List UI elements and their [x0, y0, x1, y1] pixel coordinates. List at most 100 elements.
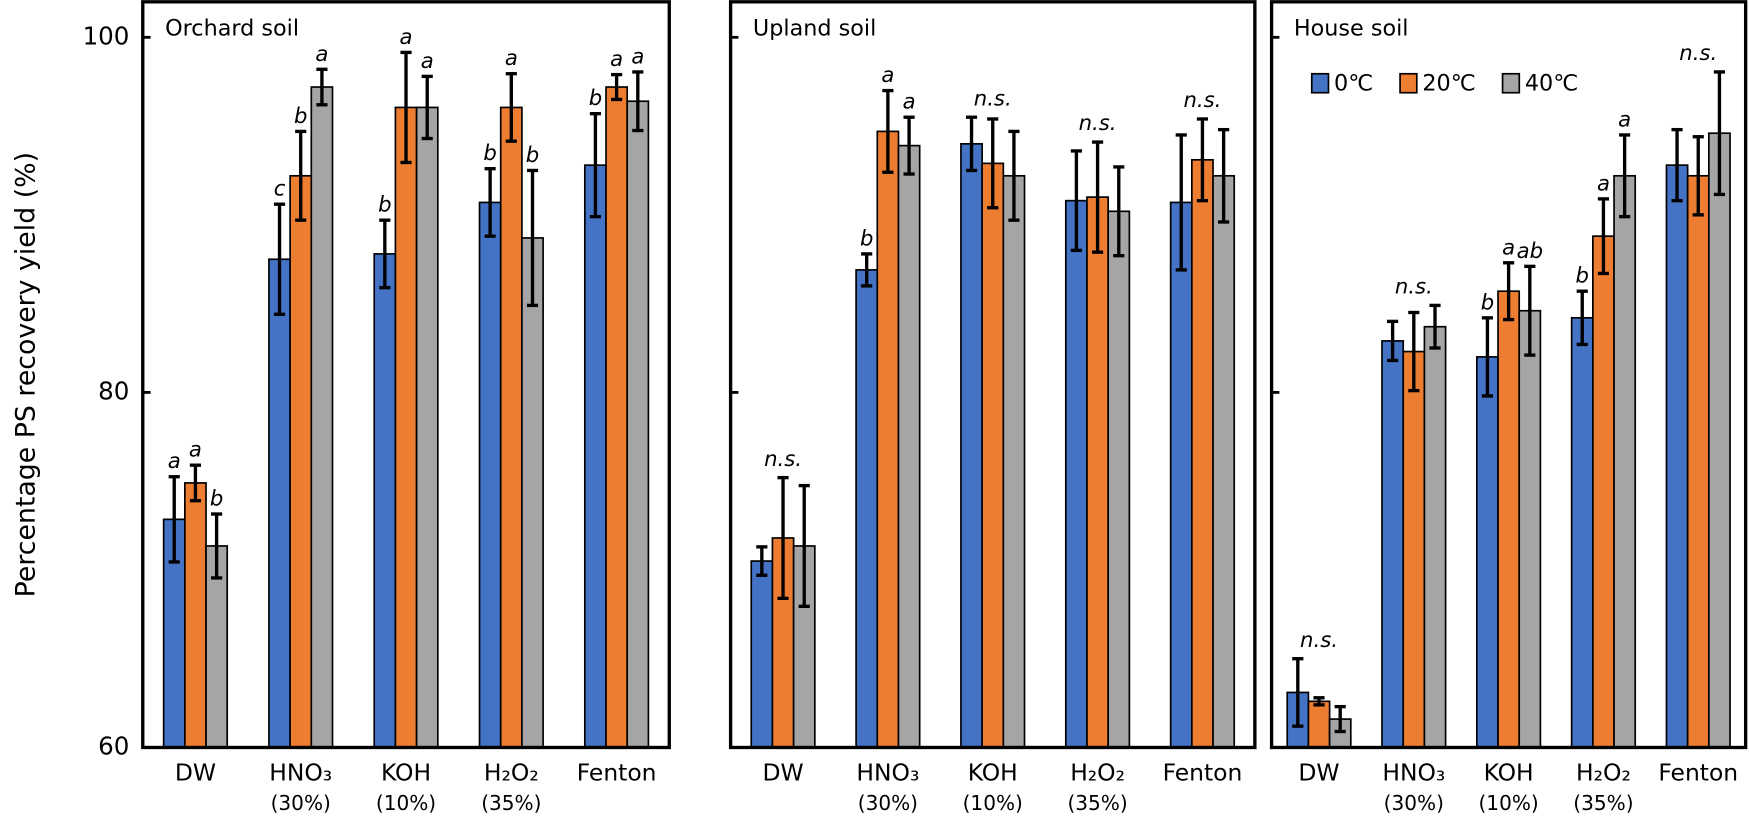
significance-letter: b: [1576, 263, 1589, 288]
y-tick-label: 80: [98, 376, 129, 405]
significance-label: n.s.: [1395, 274, 1433, 299]
error-bar: [1503, 261, 1515, 322]
error-bar: [903, 115, 915, 176]
error-bar: [295, 129, 307, 222]
panel-title: Upland soil: [753, 16, 876, 42]
significance-label: n.s.: [1679, 40, 1717, 65]
bar: [268, 258, 291, 749]
significance-letter: b: [1481, 289, 1494, 314]
x-tick-label: KOH: [968, 759, 1018, 787]
x-tick-note: (30%): [858, 791, 918, 815]
bar: [1402, 350, 1426, 749]
y-tick-label: 100: [83, 21, 130, 50]
error-bar: [861, 252, 873, 288]
bar: [1086, 196, 1110, 749]
bar: [1708, 132, 1731, 749]
error-bar: [1524, 264, 1536, 357]
bar: [1613, 174, 1637, 749]
bar: [183, 482, 207, 749]
error-bar: [400, 50, 412, 165]
error-bar: [1429, 303, 1441, 350]
significance-letter: a: [1618, 106, 1631, 131]
significance-letter: a: [315, 41, 328, 66]
bar: [981, 162, 1005, 749]
bar: [1307, 700, 1331, 749]
legend-swatch: [1310, 72, 1330, 94]
panel-title: House soil: [1294, 16, 1409, 42]
significance-label: n.s.: [1183, 87, 1221, 112]
significance-letter: b: [589, 85, 602, 110]
bar: [1191, 158, 1214, 749]
bar: [1497, 290, 1521, 749]
x-tick-label: DW: [1298, 759, 1339, 787]
error-bar: [1313, 696, 1325, 707]
plot-frame: [1269, 0, 1748, 750]
significance-letter: a: [1597, 170, 1610, 195]
plot-frame: [141, 0, 671, 750]
error-bar: [505, 72, 517, 143]
bar: [583, 164, 607, 749]
legend-swatch: [1399, 72, 1418, 94]
error-bar: [589, 111, 601, 219]
error-bar: [1713, 70, 1726, 197]
x-tick-label: HNO₃: [269, 759, 332, 787]
significance-letter: a: [505, 45, 518, 70]
bar: [373, 253, 397, 749]
bar: [499, 106, 523, 749]
significance-letter: a: [189, 437, 202, 462]
error-bar: [1008, 129, 1020, 222]
error-bar: [777, 475, 789, 601]
significance-label: n.s.: [764, 446, 802, 471]
error-bar: [1092, 140, 1104, 254]
x-tick-note: (10%): [376, 791, 436, 815]
bar: [1518, 309, 1542, 749]
x-tick-note: (10%): [963, 791, 1023, 815]
significance-letter: b: [526, 142, 539, 167]
significance-letter: b: [210, 486, 223, 511]
error-bar: [1175, 133, 1187, 272]
x-tick-label: Fenton: [577, 759, 657, 787]
significance-letter: c: [274, 176, 286, 201]
bar: [855, 269, 879, 749]
error-bar: [1408, 310, 1420, 393]
bar: [897, 144, 921, 749]
error-bar: [632, 70, 644, 133]
error-bar: [484, 167, 496, 238]
error-bar: [1692, 135, 1704, 217]
legend-swatch: [1501, 72, 1521, 94]
error-bar: [756, 545, 768, 577]
bar: [1107, 210, 1131, 749]
x-tick-label: H₂O₂: [1070, 759, 1125, 787]
bar: [1002, 174, 1026, 749]
bar: [750, 560, 774, 749]
error-bar: [965, 115, 978, 173]
x-tick-label: DW: [175, 759, 216, 787]
bar: [1686, 174, 1710, 749]
significance-letter: b: [294, 103, 307, 128]
significance-letter: a: [903, 89, 916, 114]
error-bar: [168, 475, 180, 564]
bar: [394, 106, 418, 749]
x-tick-label: HNO₃: [1382, 759, 1445, 787]
bar: [521, 237, 544, 749]
bar: [1665, 164, 1689, 749]
error-bar: [798, 483, 810, 609]
x-tick-label: KOH: [381, 759, 431, 787]
error-bar: [1113, 165, 1125, 258]
plot-frame: [728, 0, 1257, 750]
error-bar: [1576, 289, 1588, 347]
error-bar: [421, 74, 433, 141]
bar: [1064, 199, 1088, 749]
x-tick-label: KOH: [1484, 759, 1534, 787]
legend-label: 0℃: [1334, 70, 1373, 96]
significance-letter: b: [378, 192, 391, 217]
significance-letter: a: [610, 46, 623, 71]
bar: [1475, 356, 1499, 749]
significance-label: n.s.: [1300, 627, 1338, 652]
x-tick-note: (30%): [271, 791, 331, 815]
legend-label: 20℃: [1422, 70, 1475, 96]
error-bar: [211, 512, 223, 580]
x-tick-note: (10%): [1478, 791, 1538, 815]
error-bar: [526, 168, 539, 308]
